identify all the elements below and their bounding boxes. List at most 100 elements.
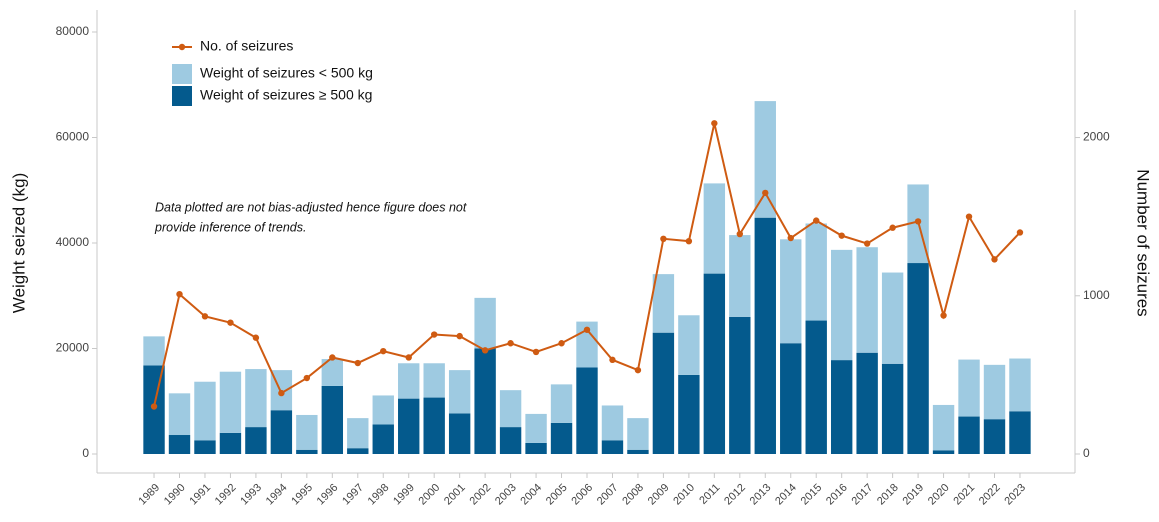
bar [703, 273, 726, 454]
annotation: provide inference of trends. [154, 220, 306, 234]
x-tick-label: 1993 [238, 482, 264, 508]
point [660, 235, 667, 243]
bar [143, 336, 165, 366]
point [965, 213, 973, 220]
x-tick-label: 2021 [951, 482, 977, 508]
bar [474, 348, 496, 454]
x-tick-label: 2000 [417, 482, 443, 508]
bar [219, 371, 242, 433]
bar [932, 450, 955, 454]
y-tick-label: 60000 [56, 130, 90, 144]
x-tick-label: 2008 [620, 482, 646, 508]
point [813, 217, 820, 224]
point [1016, 229, 1024, 236]
bar [754, 101, 776, 218]
y-tick-label: 40000 [56, 235, 90, 249]
bar [1009, 411, 1031, 454]
bar [245, 369, 267, 428]
x-tick-label: 2003 [493, 482, 519, 508]
x-tick-label: 2002 [468, 482, 494, 508]
point [150, 403, 158, 410]
point [532, 348, 540, 356]
x-tick-label: 1992 [213, 482, 239, 508]
bar [805, 320, 827, 454]
x-tick-label: 1989 [136, 482, 162, 508]
point [583, 326, 591, 333]
point [380, 347, 387, 355]
point [889, 224, 896, 231]
x-tick-label: 2011 [697, 482, 722, 507]
bar [983, 364, 1006, 420]
bar [398, 398, 420, 454]
bar [321, 385, 344, 454]
point [303, 374, 311, 382]
legend-label: Weight of seizures < 500 kg [200, 65, 373, 81]
legend-point [178, 43, 186, 51]
bar [830, 249, 853, 361]
bar [958, 359, 980, 417]
point [991, 256, 998, 263]
bar [652, 332, 675, 454]
bar [219, 432, 242, 454]
bar [525, 413, 547, 443]
bar [805, 223, 827, 321]
bar [499, 427, 522, 454]
bar [830, 360, 853, 454]
x-tick-label: 2010 [671, 482, 697, 508]
point [430, 331, 438, 338]
x-tick-label: 2016 [824, 482, 850, 508]
x-tick-label: 2009 [646, 482, 672, 508]
bar [1009, 358, 1031, 412]
bar [881, 272, 904, 364]
point [252, 334, 260, 341]
point [558, 340, 565, 347]
x-tick-label: 2022 [977, 482, 1003, 508]
x-tick-label: 2012 [722, 482, 748, 508]
bar [881, 363, 904, 454]
x-tick-label: 2014 [773, 482, 799, 508]
bar [347, 418, 369, 449]
point [456, 332, 463, 340]
y-tick-label: 80000 [56, 24, 90, 38]
bar [856, 352, 878, 454]
point [354, 359, 361, 367]
legend-label: No. of seizures [200, 38, 293, 54]
point [405, 354, 412, 361]
x-tick-label: 2017 [850, 482, 876, 508]
bar [932, 404, 955, 451]
x-tick-label: 1991 [187, 482, 213, 508]
point [711, 120, 718, 127]
point [736, 230, 744, 238]
bar [194, 381, 216, 441]
point [634, 366, 642, 374]
x-tick-label: 2020 [926, 482, 952, 508]
bar [398, 363, 420, 399]
bar [652, 274, 675, 333]
x-tick-label: 2007 [595, 482, 621, 508]
bar [296, 414, 318, 450]
y2-tick-label: 2000 [1083, 130, 1110, 144]
bar [194, 440, 216, 454]
point [278, 389, 285, 397]
bar [856, 247, 878, 353]
x-tick-label: 2001 [442, 482, 468, 508]
point [838, 232, 845, 239]
point [227, 319, 234, 326]
point [201, 313, 209, 320]
y-axis-title: Weight seized (kg) [9, 173, 28, 313]
bar [729, 235, 751, 317]
x-tick-label: 1996 [315, 482, 341, 508]
bar [729, 316, 751, 454]
point [685, 237, 693, 245]
bar [296, 449, 318, 454]
y2-axis-title: Number of seizures [1134, 169, 1153, 316]
x-tick-label: 1995 [289, 482, 315, 508]
bar [525, 442, 547, 454]
x-tick-label: 2015 [799, 482, 825, 508]
point [863, 240, 871, 247]
x-tick-label: 1998 [366, 482, 392, 508]
bar [958, 416, 980, 454]
bar [423, 397, 445, 454]
bar [983, 419, 1006, 454]
bar [448, 370, 471, 414]
